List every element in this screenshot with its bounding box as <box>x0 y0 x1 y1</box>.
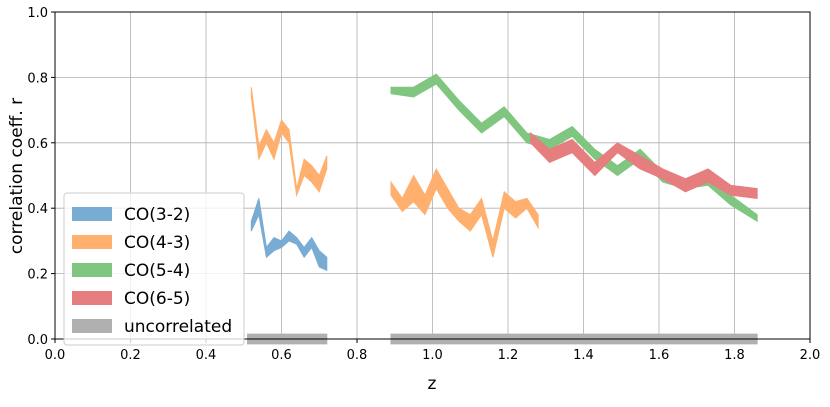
band-area <box>530 131 758 199</box>
x-tick-label: 1.6 <box>649 348 670 363</box>
y-tick-label: 0.6 <box>27 137 48 152</box>
x-tick-label: 0.8 <box>347 348 368 363</box>
legend-label: CO(6-5) <box>124 289 190 309</box>
legend-box <box>63 192 245 346</box>
y-tick-label: 1.0 <box>27 6 48 21</box>
band-area <box>390 73 758 223</box>
legend: CO(3-2) CO(4-3) CO(5-4) CO(6-5) uncorrelated <box>63 192 245 346</box>
band-area <box>250 198 328 272</box>
x-tick-label: 1.8 <box>724 348 745 363</box>
y-tick-label: 0.8 <box>27 71 48 86</box>
legend-label: CO(5-4) <box>124 261 190 281</box>
plot-frame <box>54 11 811 340</box>
y-tick-label: 0.0 <box>27 333 48 348</box>
legend-label: CO(4-3) <box>124 233 190 253</box>
legend-swatch <box>72 291 112 305</box>
legend-label: uncorrelated <box>124 317 232 337</box>
x-tick-label: 1.4 <box>573 348 594 363</box>
x-axis-label: z <box>428 374 437 394</box>
y-axis-label: correlation coeff. r <box>7 98 27 254</box>
legend-swatch <box>72 319 112 333</box>
x-tick-label: 1.0 <box>422 348 443 363</box>
band-area <box>250 87 328 198</box>
legend-swatch <box>72 263 112 277</box>
x-tick-label: 0.4 <box>196 348 217 363</box>
x-tick-label: 2.0 <box>800 348 821 363</box>
x-tick-label: 1.2 <box>498 348 519 363</box>
x-tick-label: 0.6 <box>271 348 292 363</box>
legend-swatch <box>72 207 112 221</box>
x-tick-label: 0.2 <box>120 348 141 363</box>
legend-swatch <box>72 235 112 249</box>
band-area <box>390 167 539 258</box>
y-tick-label: 0.2 <box>27 268 48 283</box>
y-tick-label: 0.4 <box>27 202 48 217</box>
x-tick-label: 0.0 <box>45 348 66 363</box>
legend-label: CO(3-2) <box>124 205 190 225</box>
